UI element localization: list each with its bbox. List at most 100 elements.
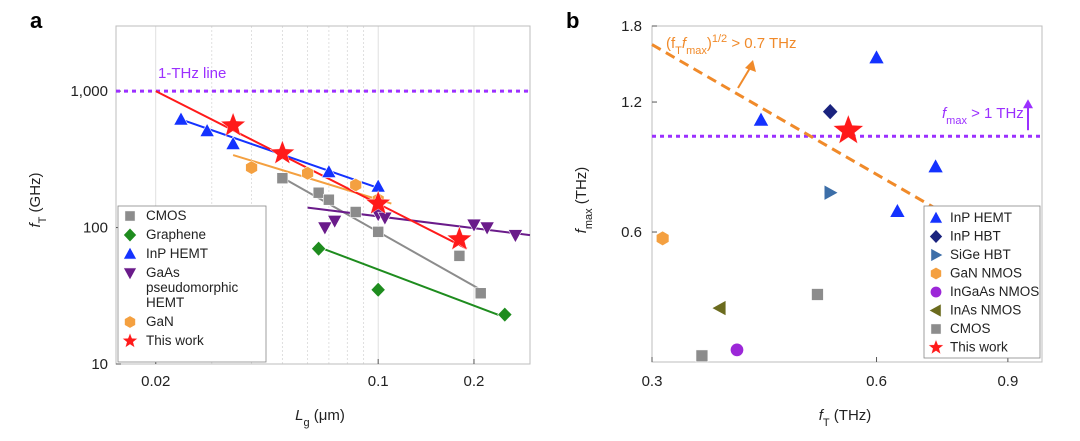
point-cmos <box>323 193 335 206</box>
x-tick-label-b: 0.6 <box>866 373 887 390</box>
point-cmos <box>372 226 385 238</box>
y-tick-label-b: 1.2 <box>621 94 642 111</box>
point-cmos <box>453 250 466 262</box>
y-tick-label-b: 1.8 <box>621 18 642 35</box>
plot-frame-a <box>115 25 531 365</box>
legend-b-label-inas-nmos: InAs NMOS <box>950 303 1021 318</box>
point-graphene <box>311 240 327 257</box>
point-this-work <box>446 225 473 251</box>
plot-frame-b <box>651 25 1043 363</box>
point-b-inp-hemt <box>868 49 885 65</box>
one-thz-label: 1-THz line <box>158 65 226 82</box>
legend-b <box>923 205 1041 359</box>
legend-a <box>117 205 267 363</box>
point-inp-hemt <box>199 122 215 137</box>
point-cmos <box>276 172 289 185</box>
point-b-gan-nmos <box>655 230 670 247</box>
point-inp-hemt <box>225 135 241 150</box>
point-b-ingaas-nmos <box>730 342 744 357</box>
legend-b-label-this-work: This work <box>950 340 1008 355</box>
point-inp-hemt <box>321 163 337 178</box>
legend-b-marker-inp-hbt <box>928 229 944 244</box>
legend-b-label-inp-hbt: InP HBT <box>950 229 1001 244</box>
legend-b-label-sige-hbt: SiGe HBT <box>950 247 1011 262</box>
y-tick-label-a: 100 <box>83 220 108 237</box>
legend-label-gaas-pseudomorphic-hemt: GaAs <box>146 265 180 280</box>
threshold-arrow-head <box>745 60 756 72</box>
point-gaas-pseudomorphic-hemt <box>326 215 343 229</box>
fit-line-gan <box>232 154 392 205</box>
legend-b-label-gan-nmos: GaN NMOS <box>950 266 1022 281</box>
point-b-inp-hemt <box>752 111 770 127</box>
legend-label-cmos: CMOS <box>146 208 187 223</box>
legend-b-marker-this-work <box>927 338 945 355</box>
legend-b-label-inp-hemt: InP HEMT <box>950 210 1012 225</box>
point-gaas-pseudomorphic-hemt <box>507 229 524 244</box>
point-gaas-pseudomorphic-hemt <box>466 218 482 233</box>
point-cmos <box>474 287 487 300</box>
y-tick-label-b: 0.6 <box>621 224 642 241</box>
point-cmos <box>312 186 325 199</box>
point-graphene <box>497 306 513 323</box>
legend-marker-graphene <box>122 227 138 243</box>
point-this-work <box>220 111 247 137</box>
y-axis-label-a: fT (GHz) <box>27 172 49 227</box>
point-b-inp-hbt <box>822 103 839 121</box>
panel-label-a: a <box>30 8 43 33</box>
legend-marker-this-work <box>121 332 139 348</box>
point-gaas-pseudomorphic-hemt <box>479 221 495 236</box>
legend-label-gaas-pseudomorphic-hemt: HEMT <box>146 295 184 310</box>
point-b-inp-hemt <box>889 202 906 218</box>
fmax-annotation: fmax > 1 THz <box>942 105 1024 127</box>
legend-b-label-ingaas-nmos: InGaAs NMOS <box>950 284 1039 299</box>
point-cmos <box>349 206 362 218</box>
legend-marker-gaas-pseudomorphic-hemt <box>122 267 138 281</box>
point-b-sige-hbt <box>823 184 839 201</box>
panel-label-b: b <box>566 8 579 33</box>
threshold-arrow <box>737 67 751 89</box>
legend-b-marker-inas-nmos <box>928 303 942 318</box>
legend-b-label-cmos: CMOS <box>950 321 991 336</box>
threshold-annotation: (fTfmax)1/2 > 0.7 THz <box>666 33 797 57</box>
point-b-inp-hemt <box>927 158 944 173</box>
legend-label-gan: GaN <box>146 314 174 329</box>
fit-line-gaas-pseudomorphic-hemt <box>307 206 531 237</box>
point-gan <box>245 160 258 175</box>
point-b-inas-nmos <box>711 299 727 317</box>
legend-marker-gan <box>124 315 136 329</box>
x-tick-label-a: 0.2 <box>464 373 485 390</box>
point-gan <box>349 177 362 193</box>
point-graphene <box>370 281 386 298</box>
x-tick-label-a: 0.02 <box>141 373 170 390</box>
legend-label-graphene: Graphene <box>146 227 206 242</box>
y-tick-label-a: 10 <box>91 356 108 373</box>
legend-label-inp-hemt: InP HEMT <box>146 246 208 261</box>
x-tick-label-a: 0.1 <box>368 373 389 390</box>
point-gaas-pseudomorphic-hemt <box>317 221 333 236</box>
legend-b-marker-sige-hbt <box>930 247 944 263</box>
x-axis-label-b: fT (THz) <box>819 407 872 429</box>
geometric-mean-threshold-line <box>651 43 950 218</box>
y-axis-label-b: fmax (THz) <box>573 167 595 234</box>
legend-label-gaas-pseudomorphic-hemt: pseudomorphic <box>146 280 239 295</box>
fit-line-graphene <box>318 246 506 319</box>
point-b-this-work <box>832 114 865 145</box>
x-tick-label-b: 0.9 <box>997 373 1018 390</box>
point-b-cmos <box>695 349 709 363</box>
legend-b-marker-gan-nmos <box>930 266 942 281</box>
legend-b-marker-inp-hemt <box>928 210 944 224</box>
fmax-arrow-head <box>1023 99 1033 109</box>
x-tick-label-b: 0.3 <box>642 373 663 390</box>
legend-label-this-work: This work <box>146 333 204 348</box>
legend-marker-cmos <box>124 210 136 222</box>
y-tick-label-a: 1,000 <box>70 83 108 100</box>
x-axis-label-a: Lg (μm) <box>295 407 345 429</box>
point-b-cmos <box>811 288 824 301</box>
point-this-work <box>269 139 296 165</box>
point-this-work <box>365 189 392 215</box>
point-inp-hemt <box>173 111 189 126</box>
legend-marker-inp-hemt <box>122 246 138 260</box>
point-gan <box>301 166 314 181</box>
legend-b-marker-cmos <box>930 323 942 335</box>
